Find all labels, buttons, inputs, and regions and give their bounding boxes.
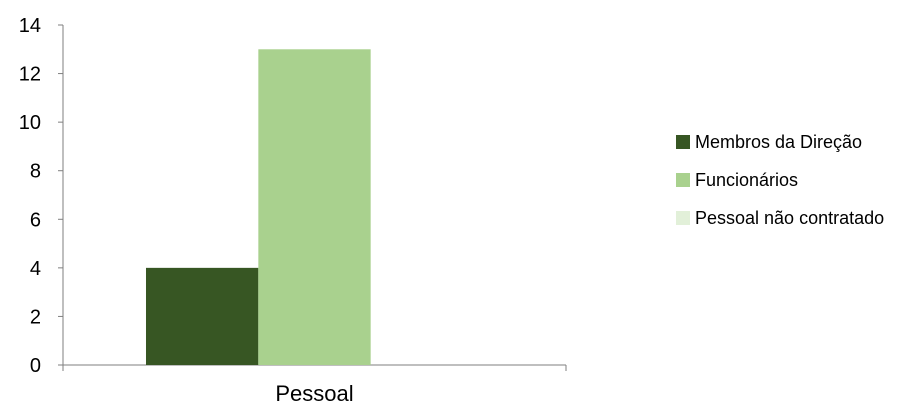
y-tick-label: 12 <box>19 64 41 86</box>
legend-label: Pessoal não contratado <box>695 207 885 228</box>
y-tick-label: 2 <box>30 306 41 328</box>
bar-funcionarios <box>258 49 371 366</box>
bar-membros-da-direcao <box>145 267 259 365</box>
y-tick-label: 6 <box>30 209 41 231</box>
legend-swatch <box>676 135 690 149</box>
y-tick-label: 10 <box>19 112 41 134</box>
bar-series-group <box>145 49 371 366</box>
y-tick-label: 0 <box>30 355 41 377</box>
legend-label: Membros da Direção <box>695 131 863 152</box>
legend-item: Funcionários <box>676 170 884 190</box>
x-category-label: Pessoal <box>275 381 353 406</box>
legend-item: Pessoal não contratado <box>676 208 884 228</box>
chart-legend: Membros da Direção Funcionários Pessoal nã… <box>676 132 884 246</box>
legend-swatch <box>676 173 690 187</box>
y-tick-label: 8 <box>30 161 41 183</box>
legend-item: Membros da Direção <box>676 132 884 152</box>
y-axis-ticks: 0 2 4 6 8 10 12 14 <box>19 15 63 377</box>
legend-label: Funcionários <box>695 169 799 190</box>
x-axis-labels: Pessoal <box>275 381 353 406</box>
legend-swatch <box>676 211 690 225</box>
x-axis-ticks <box>62 365 567 371</box>
y-tick-label: 4 <box>30 258 41 280</box>
y-tick-label: 14 <box>19 15 41 37</box>
